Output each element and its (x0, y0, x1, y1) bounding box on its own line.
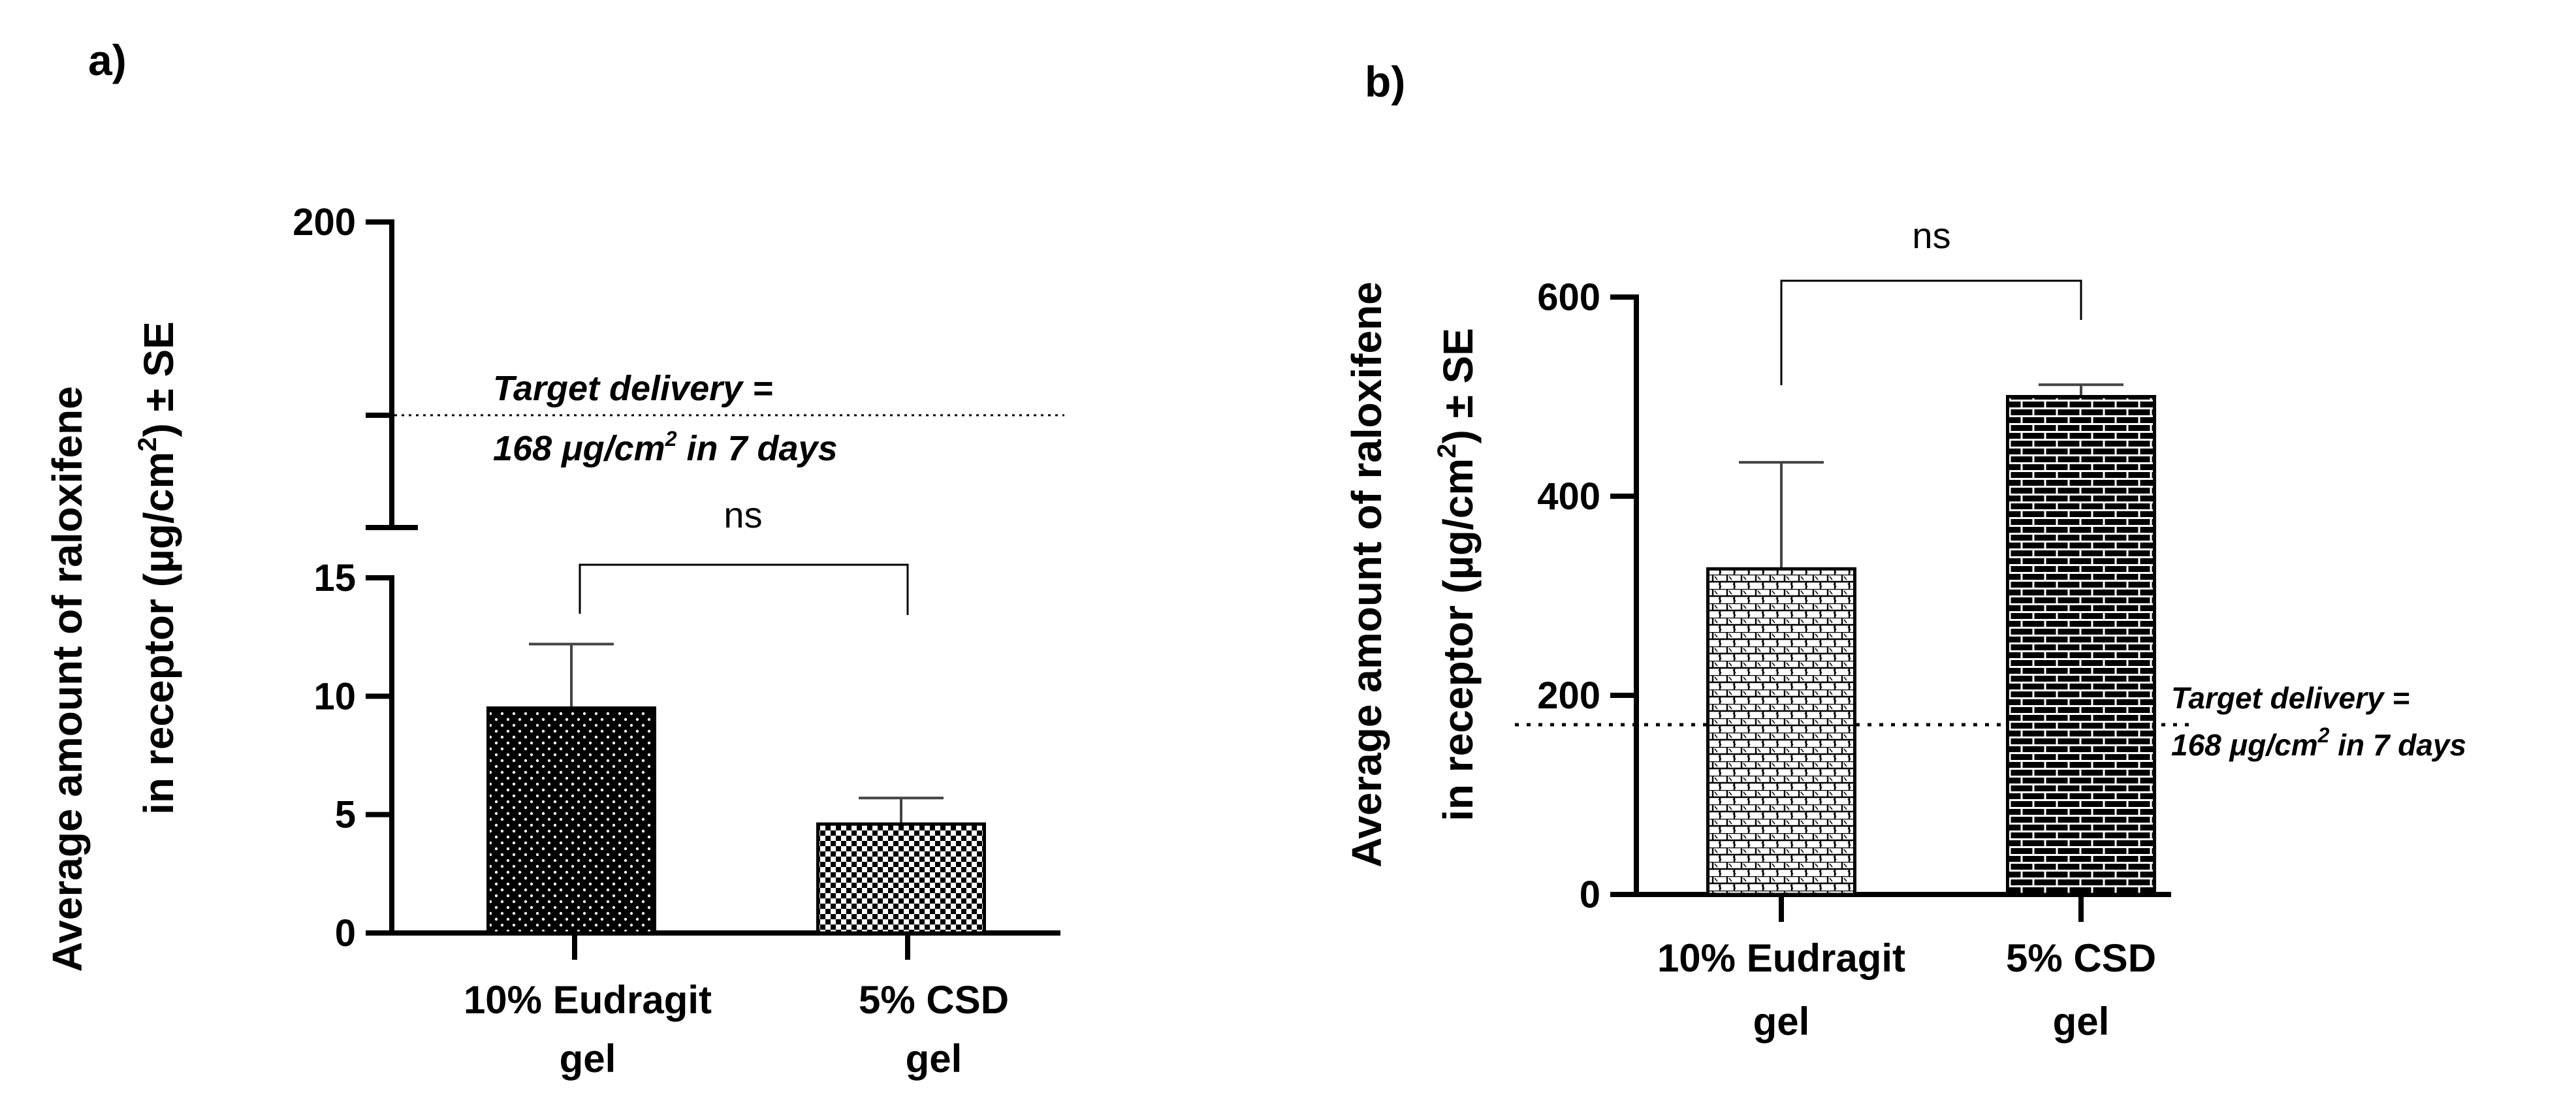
panel-a-ylabel-line2: in receptor (µg/cm2) ± SE (133, 321, 182, 815)
panel-a-bar-2 (816, 822, 986, 935)
panel-b-significance-label: ns (1912, 215, 1950, 256)
panel-a-target-text-line2: 168 μg/cm2 in 7 days (493, 427, 838, 468)
panel-b-y-ticks: 0 200 400 600 (1537, 276, 1639, 916)
panel-a-y-ticks: 0 5 10 15 (313, 557, 394, 955)
panel-a-bars (486, 642, 986, 935)
panel-a-title: a) (88, 36, 127, 84)
panel-b-bars (1706, 383, 2156, 896)
panel-a-tick-label-200: 200 (293, 201, 356, 244)
panel-b-bar-1 (1706, 567, 1856, 896)
panel-a-tick-label-15: 15 (313, 557, 356, 599)
panel-b-bar-2 (2006, 395, 2156, 896)
panel-b-category-2-line1: 5% CSD (2006, 936, 2156, 980)
panel-b-tick-label-0: 0 (1580, 874, 1600, 916)
panel-a-ylabel-line1: Average amount of raloxifene (44, 386, 91, 972)
panel-a-category-2-line1: 5% CSD (859, 978, 1009, 1022)
panel-a-tick-label-10: 10 (313, 675, 356, 718)
panel-b-ylabel-line2: in receptor (µg/cm2) ± SE (1433, 328, 1482, 821)
panel-b-target-text-line2: 168 μg/cm2 in 7 days (2171, 723, 2466, 762)
panel-a-category-2-line2: gel (906, 1037, 962, 1081)
panel-b-category-1-line1: 10% Eudragit (1657, 936, 1905, 980)
panel-a-significance-bracket (579, 563, 909, 615)
panel-b-title: b) (1365, 57, 1405, 106)
panel-a-tick-label-5: 5 (335, 794, 356, 836)
panel-a: a) Average amount of raloxifene in recep… (44, 36, 1064, 1081)
panel-b-tick-label-400: 400 (1537, 475, 1600, 518)
panel-b-significance-bracket (1780, 279, 2082, 385)
panel-b-category-2-line2: gel (2053, 1000, 2110, 1043)
panel-a-significance-label: ns (724, 494, 762, 535)
panel-a-target-text-line1: Target delivery = (493, 369, 773, 408)
panel-b-ylabel-line1: Average amount of raloxifene (1343, 281, 1390, 867)
panel-b-target-text-line1: Target delivery = (2171, 681, 2409, 715)
panel-b: b) Average amount of raloxifene in recep… (1343, 57, 2466, 1043)
panel-b-tick-label-600: 600 (1537, 276, 1600, 319)
panel-a-category-1-line1: 10% Eudragit (464, 978, 712, 1022)
panel-b-tick-label-200: 200 (1537, 674, 1600, 717)
panel-a-category-1-line2: gel (560, 1037, 616, 1081)
panel-b-category-1-line2: gel (1753, 1000, 1810, 1043)
panel-a-bar-1 (486, 706, 656, 935)
panel-a-tick-label-0: 0 (335, 912, 356, 955)
